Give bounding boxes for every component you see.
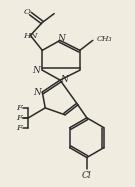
Text: CH₃: CH₃: [97, 35, 112, 43]
Text: N: N: [33, 88, 41, 96]
Text: N: N: [32, 66, 40, 75]
Text: F: F: [16, 104, 21, 112]
Text: N: N: [57, 34, 65, 43]
Text: N: N: [60, 75, 68, 84]
Text: F: F: [16, 114, 21, 122]
Text: Cl: Cl: [82, 171, 92, 180]
Text: HN: HN: [23, 32, 38, 40]
Text: F: F: [16, 124, 21, 132]
Text: O: O: [24, 8, 31, 16]
